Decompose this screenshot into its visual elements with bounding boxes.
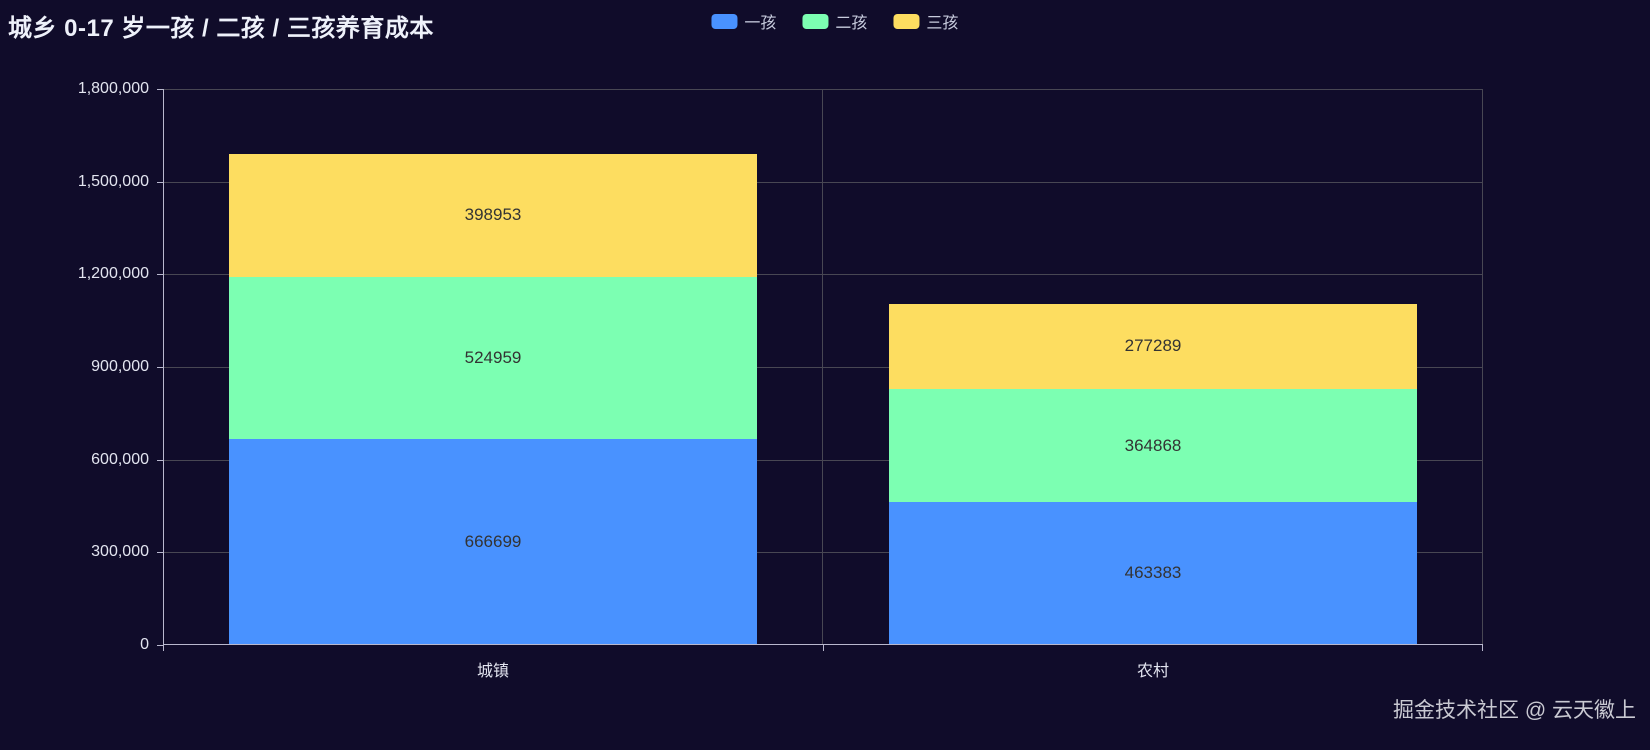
y-axis-tick-label: 1,500,000 [77,172,149,190]
y-axis-tick-mark [157,274,163,276]
bar-segment-series1-cat2: 463383 [889,501,1417,645]
grid-line-horizontal [163,89,1483,90]
grid-line-vertical [822,89,823,645]
x-axis-line [163,644,1483,645]
legend: 一孩 二孩 三孩 [711,9,958,33]
y-axis-tick-label: 600,000 [91,450,149,468]
grid-line-vertical [1482,89,1483,645]
x-axis-tick-mark [823,645,824,651]
y-axis-tick-label: 900,000 [91,358,149,375]
grid-line-horizontal [163,181,1483,183]
bar-segment-series3-cat2: 277289 [889,303,1417,390]
watermark: 掘金技术社区 @ 云天徽上 [1393,699,1636,722]
x-axis-tick-mark [1482,645,1483,651]
bar-value-label: 524959 [464,348,522,367]
y-axis-line [163,89,164,645]
y-axis-tick-mark [157,645,163,646]
bar-value-label: 277289 [1124,336,1182,356]
bar-value-label: 463383 [1124,563,1182,583]
x-axis-tick-mark [163,645,164,651]
y-axis-tick-label: 1,800,000 [77,80,149,97]
chart-title: 城乡 0-17 岁一孩 / 二孩 / 三孩养育成本 [8,15,434,42]
y-axis-tick-label: 0 [140,636,149,653]
legend-swatch [802,13,829,29]
legend-label: 三孩 [926,15,959,32]
y-axis-tick-mark [157,181,163,183]
grid-line-horizontal [163,274,1483,276]
x-axis-category-label: 农村 [1136,663,1170,680]
grid-line-horizontal [163,552,1483,554]
legend-swatch [893,13,920,29]
y-axis-tick-label: 1,200,000 [77,265,149,283]
y-axis-tick-mark [157,552,163,554]
y-axis-tick-label: 300,000 [91,543,149,561]
y-axis-tick-mark [157,89,163,90]
grid-line-horizontal [163,459,1483,461]
x-axis-category-label: 城镇 [476,663,510,680]
bar-value-label: 364868 [1124,435,1182,455]
legend-swatch [711,13,738,29]
bar-segment-series2-cat1: 524959 [229,276,757,440]
plot-area: 0 300,000 600,000 900,000 1,200,000 1,500,000… [78,80,1483,680]
legend-item-series3[interactable]: 三孩 [893,9,958,33]
bar-value-label: 666699 [464,532,522,552]
legend-item-series1[interactable]: 一孩 [711,9,776,33]
legend-label: 二孩 [835,15,868,32]
legend-item-series2[interactable]: 二孩 [802,9,867,33]
y-axis-tick-mark [157,459,163,461]
legend-label: 一孩 [744,15,777,32]
bar-value-label: 398953 [464,205,522,225]
y-axis-tick-mark [157,367,163,368]
bar-segment-series2-cat2: 364868 [889,389,1417,502]
grid-line-horizontal [163,367,1483,368]
bar-segment-series1-cat1: 666699 [229,439,757,645]
bar-segment-series3-cat1: 398953 [229,153,757,277]
